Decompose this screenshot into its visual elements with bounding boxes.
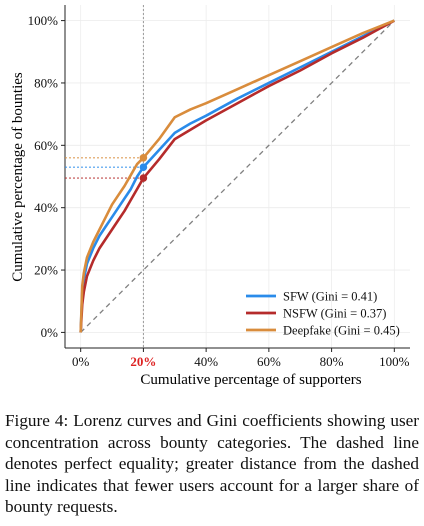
- series-marker: [139, 163, 148, 171]
- series-markers: [139, 153, 148, 182]
- legend-label: Deepfake (Gini = 0.45): [283, 324, 400, 338]
- y-tick-label: 20%: [34, 263, 58, 278]
- y-tick-labels: 0% 20% 40% 60% 80% 100%: [28, 13, 59, 340]
- x-tick-label: 20%: [130, 354, 156, 369]
- y-axis-label: Cumulative percentage of bounties: [10, 72, 26, 282]
- y-tick-label: 60%: [34, 138, 58, 153]
- series-lines: [79, 19, 395, 333]
- caption-figure-label: Figure 4:: [5, 411, 69, 430]
- series-line: [79, 19, 395, 333]
- y-tick-label: 0%: [41, 325, 59, 340]
- y-tick-label: 40%: [34, 200, 58, 215]
- x-tick-label: 60%: [257, 354, 281, 369]
- x-tick-label: 80%: [320, 354, 344, 369]
- legend-label: NSFW (Gini = 0.37): [283, 307, 386, 321]
- x-tick-label: 0%: [72, 354, 90, 369]
- series-marker: [139, 174, 148, 182]
- legend: SFW (Gini = 0.41) NSFW (Gini = 0.37) Deepf…: [246, 290, 400, 338]
- series-line: [79, 19, 395, 333]
- equality-line: [80, 20, 395, 333]
- x-axis-label: Cumulative percentage of supporters: [140, 372, 361, 388]
- series-line: [79, 19, 395, 333]
- legend-label: SFW (Gini = 0.41): [283, 290, 377, 304]
- lorenz-chart: 0% 20% 40% 60% 80% 100% 0% 20% 40% 60% 80% 100% Cu…: [10, 5, 410, 388]
- caption-text: Lorenz curves and Gini coefficients show…: [5, 411, 419, 516]
- x-tick-labels: 0% 20% 40% 60% 80% 100%: [72, 354, 410, 369]
- series-marker: [139, 153, 148, 162]
- figure-caption: Figure 4: Lorenz curves and Gini coeffic…: [5, 410, 419, 518]
- x-tick-label: 40%: [194, 354, 218, 369]
- axes: [61, 5, 410, 352]
- y-tick-label: 80%: [34, 75, 58, 90]
- x-tick-label: 100%: [379, 354, 410, 369]
- y-tick-label: 100%: [28, 13, 59, 28]
